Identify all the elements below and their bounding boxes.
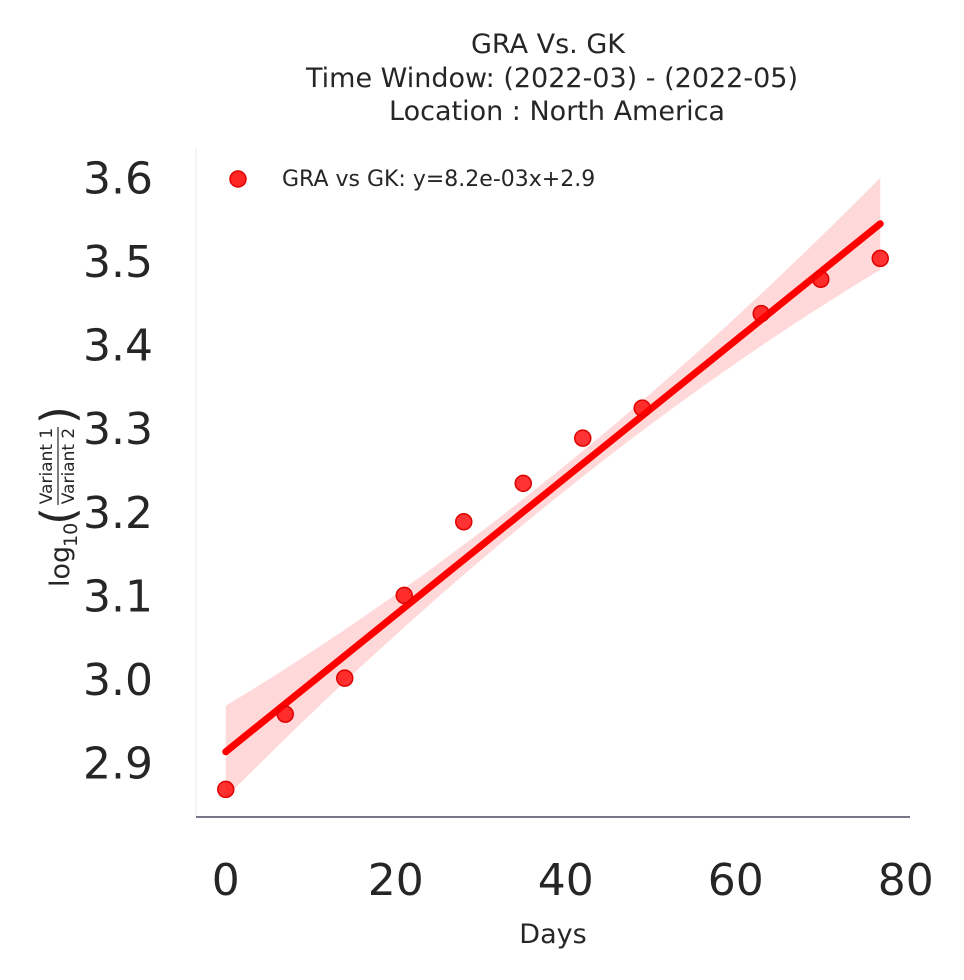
title-line-3: Location : North America (389, 96, 725, 127)
y-label-subscript: 10 (60, 523, 82, 547)
x-tick-label: 40 (538, 855, 594, 906)
legend-marker (229, 170, 247, 188)
y-tick-label: 3.1 (83, 571, 153, 622)
y-label-log: log (45, 546, 76, 587)
x-axis-label: Days (519, 919, 586, 950)
data-point (514, 474, 532, 493)
x-tick-label: 0 (212, 855, 240, 906)
title-line-1: GRA Vs. GK (471, 29, 626, 60)
y-tick-label: 3.3 (83, 404, 153, 455)
plot-area (195, 148, 910, 818)
data-point (395, 586, 413, 605)
y-label-denominator: Variant 2 (59, 428, 79, 505)
y-tick-label: 3.0 (83, 655, 153, 706)
data-point (752, 304, 770, 323)
x-tick-label: 20 (368, 855, 424, 906)
y-tick-labels: 2.9 3.0 3.1 3.2 3.3 3.4 3.5 3.6 (83, 153, 153, 789)
y-tick-label: 3.5 (83, 237, 153, 288)
y-tick-label: 3.2 (83, 488, 153, 539)
title-line-2: Time Window: (2022-03) - (2022-05) (305, 63, 798, 94)
y-tick-label: 3.6 (83, 153, 153, 204)
data-points (217, 249, 889, 799)
legend: GRA vs GK: y=8.2e-03x+2.9 (229, 167, 595, 192)
regression-line (222, 220, 884, 756)
data-point (336, 669, 354, 687)
data-point (217, 780, 235, 799)
data-point (871, 249, 889, 268)
data-point (633, 399, 651, 417)
y-tick-label: 2.9 (83, 739, 153, 790)
data-point (574, 429, 592, 447)
y-label-open-paren: ( (31, 507, 85, 525)
legend-label: GRA vs GK: y=8.2e-03x+2.9 (282, 167, 595, 192)
x-tick-label: 60 (708, 855, 764, 906)
data-point (812, 270, 830, 289)
x-tick-label: 80 (878, 855, 934, 906)
y-axis-label: log 10 ( Variant 1 Variant 2 ) (31, 406, 85, 587)
chart-title: GRA Vs. GK Time Window: (2022-03) - (202… (305, 29, 798, 127)
x-tick-labels: 0 20 40 60 80 (212, 855, 934, 906)
data-point (276, 705, 294, 723)
y-tick-label: 3.4 (83, 321, 153, 372)
y-label-close-paren: ) (31, 406, 85, 424)
data-point (455, 513, 473, 531)
y-label-numerator: Variant 1 (37, 428, 57, 505)
